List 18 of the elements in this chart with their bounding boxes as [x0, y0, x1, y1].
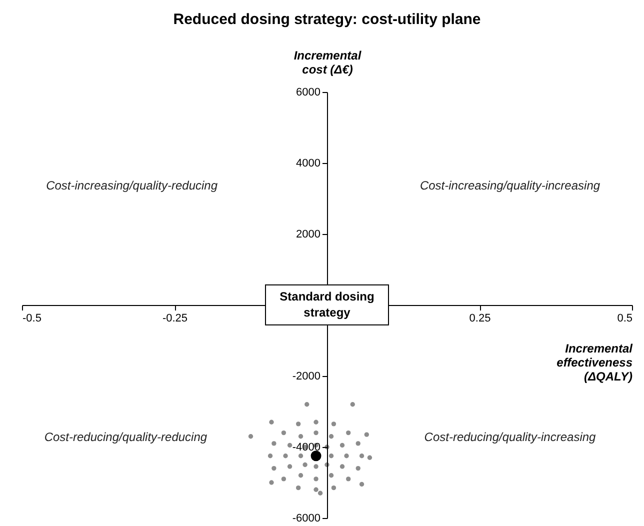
- label-box: Standard dosing strategy: [265, 284, 389, 326]
- x-tick-label: 0.25: [469, 312, 491, 324]
- y-axis-title: Incremental cost (Δ€): [294, 48, 362, 76]
- annotation: Cost-increasing/quality-increasing: [420, 178, 600, 193]
- x-tick-label: 0.5: [617, 312, 632, 324]
- chart-title: Reduced dosing strategy: cost-utility plane: [173, 11, 481, 28]
- annotation: Cost-increasing/quality-reducing: [46, 178, 218, 193]
- x-tick-label: -0.25: [162, 312, 188, 324]
- y-tick-label: 6000: [296, 86, 320, 98]
- x-axis-title: Incremental effectiveness (ΔQALY): [556, 342, 634, 384]
- annotation: Cost-reducing/quality-reducing: [44, 430, 208, 444]
- x-tick-label: -0.5: [22, 312, 42, 324]
- y-tick-label: 2000: [296, 228, 320, 240]
- y-tick-label: -2000: [292, 370, 320, 382]
- y-tick-label: -4000: [292, 442, 320, 454]
- y-tick-label: -6000: [292, 512, 320, 524]
- annotation: Cost-reducing/quality-increasing: [424, 430, 596, 444]
- y-tick-label: 4000: [296, 158, 320, 170]
